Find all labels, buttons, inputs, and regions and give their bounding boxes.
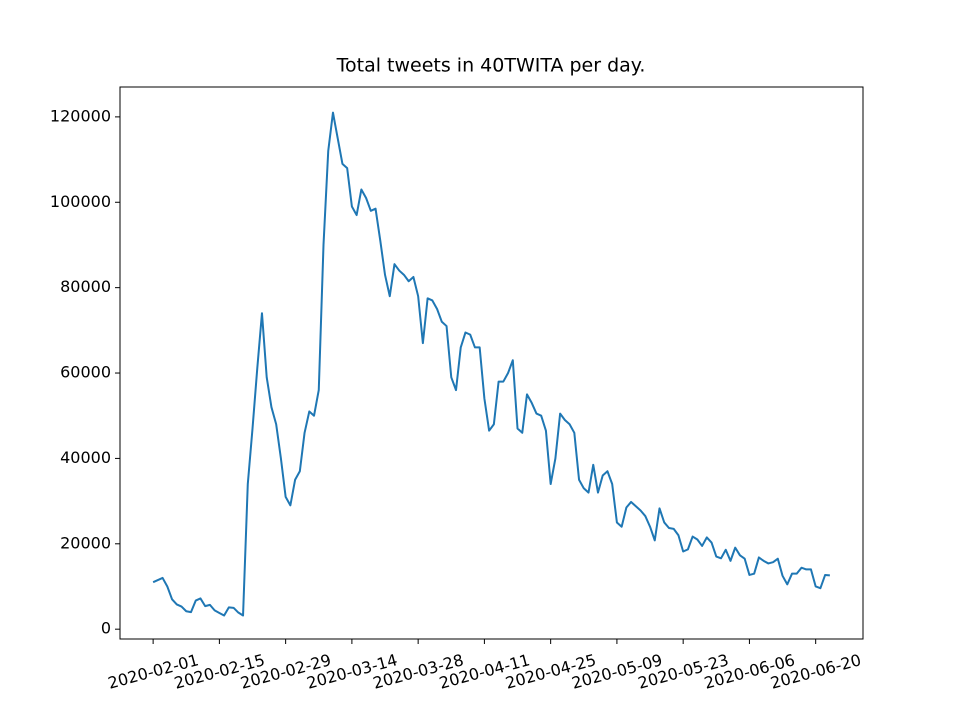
y-tick-label: 0 — [101, 619, 111, 638]
y-tick-label: 40000 — [60, 448, 111, 467]
y-tick-label: 80000 — [60, 277, 111, 296]
line — [152, 111, 830, 617]
y-tick-label: 60000 — [60, 363, 111, 382]
y-tick-label: 100000 — [50, 192, 111, 211]
chart-title: Total tweets in 40TWITA per day. — [336, 55, 646, 77]
plot-frame — [119, 86, 864, 640]
y-tick-label: 20000 — [60, 533, 111, 552]
y-tick-label: 120000 — [50, 106, 111, 125]
